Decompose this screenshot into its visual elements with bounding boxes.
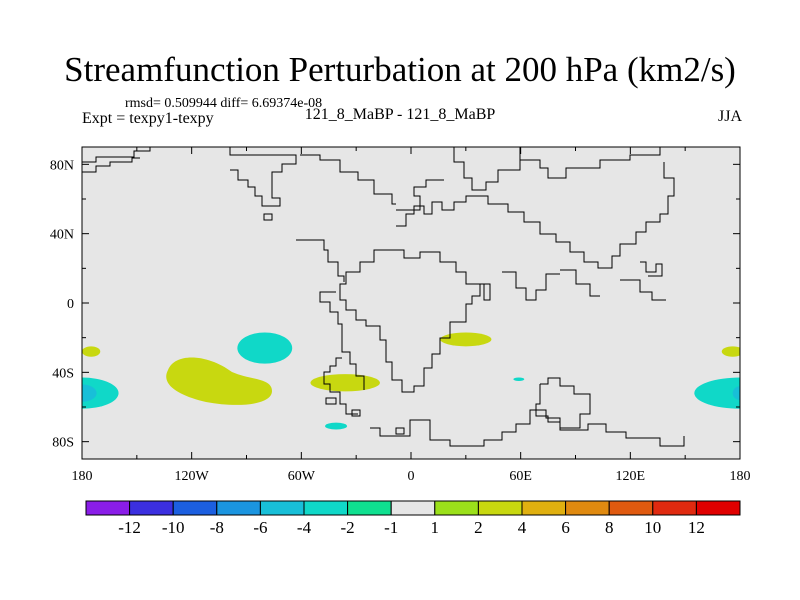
x-tick-label-2: 60W	[288, 469, 316, 484]
colorbar-box-13	[652, 500, 697, 516]
colorbar-label-5: -2	[341, 518, 355, 537]
colorbar-box-10	[521, 500, 567, 516]
colorbar-label-2: -8	[210, 518, 224, 537]
colorbar-box-2	[172, 500, 218, 516]
x-tick-label-4: 60E	[509, 469, 532, 484]
chart-title: Streamfunction Perturbation at 200 hPa (…	[64, 50, 736, 89]
colorbar-box-4	[259, 500, 305, 516]
colorbar-label-12: 10	[644, 518, 661, 537]
colorbar-label-3: -6	[253, 518, 267, 537]
coast-islands	[263, 213, 663, 435]
anomaly-region-3	[732, 386, 740, 401]
anomaly-region-6	[310, 374, 380, 392]
coastlines	[82, 147, 685, 447]
experiment-label: Expt = texpy1-texpy	[82, 110, 214, 127]
anomaly-region-10	[513, 377, 525, 381]
y-tick-label-1: 40N	[50, 228, 74, 243]
anomaly-region-0	[82, 377, 119, 409]
colorbar-box-3	[216, 500, 261, 516]
anomaly-region-4	[237, 332, 293, 364]
anomaly-region-1	[82, 384, 97, 402]
x-tick-label-3: 0	[408, 469, 415, 484]
coast-greenland	[229, 147, 297, 207]
x-tick-label-5: 120E	[616, 469, 646, 484]
colorbar-box-9	[477, 500, 523, 516]
y-tick-label-3: 40S	[52, 366, 74, 381]
anomaly-region-8	[721, 346, 740, 357]
coast-south-asia	[480, 269, 666, 301]
colorbar-label-6: -1	[384, 518, 398, 537]
colorbar-box-7	[390, 500, 436, 516]
colorbar-box-8	[434, 500, 479, 516]
colorbar-label-4: -4	[297, 518, 312, 537]
anomaly-field	[82, 332, 740, 430]
colorbar-label-0: -12	[118, 518, 141, 537]
season-label: JJA	[717, 108, 742, 125]
colorbar-box-14	[695, 500, 741, 516]
colorbar-box-6	[347, 500, 392, 516]
colorbar-label-9: 4	[518, 518, 527, 537]
coast-eurasia	[396, 147, 675, 269]
anomaly-patch-sh-pacific	[166, 357, 272, 405]
colorbar-label-1: -10	[162, 518, 185, 537]
x-tick-label-6: 180	[730, 469, 751, 484]
colorbar-label-7: 1	[431, 518, 440, 537]
colorbar-label-10: 6	[561, 518, 570, 537]
colorbar-box-0	[85, 500, 131, 516]
anomaly-region-5	[440, 332, 492, 347]
coast-africa	[339, 249, 481, 393]
y-tick-label-2: 0	[67, 297, 74, 312]
case-label: 121_8_MaBP - 121_8_MaBP	[304, 106, 496, 123]
colorbar-label-13: 12	[688, 518, 705, 537]
colorbar-label-8: 2	[474, 518, 483, 537]
y-tick-label-4: 80S	[52, 436, 74, 451]
y-tick-label-0: 80N	[50, 158, 74, 173]
axes: 180 120W 60W 0 60E 120E 180 80N 40N 0 40S 80S	[50, 147, 751, 484]
colorbar-box-11	[565, 500, 610, 516]
coast-australia-antarctica	[370, 377, 685, 447]
stats-text: rmsd= 0.509944 diff= 6.69374e-08	[125, 96, 323, 111]
colorbar-box-5	[303, 500, 349, 516]
colorbar-box-1	[129, 500, 174, 516]
colorbar-label-11: 8	[605, 518, 614, 537]
anomaly-region-2	[694, 377, 740, 409]
colorbar-box-12	[608, 500, 654, 516]
colorbar: -12 -10 -8 -6 -4 -2 -1 1 2 4 6 8 10 12	[85, 500, 741, 537]
x-tick-label-1: 120W	[175, 469, 210, 484]
plot-background	[82, 147, 740, 459]
x-tick-label-0: 180	[72, 469, 93, 484]
anomaly-region-7	[82, 346, 101, 357]
coast-americas	[82, 147, 444, 415]
anomaly-region-9	[325, 422, 348, 430]
